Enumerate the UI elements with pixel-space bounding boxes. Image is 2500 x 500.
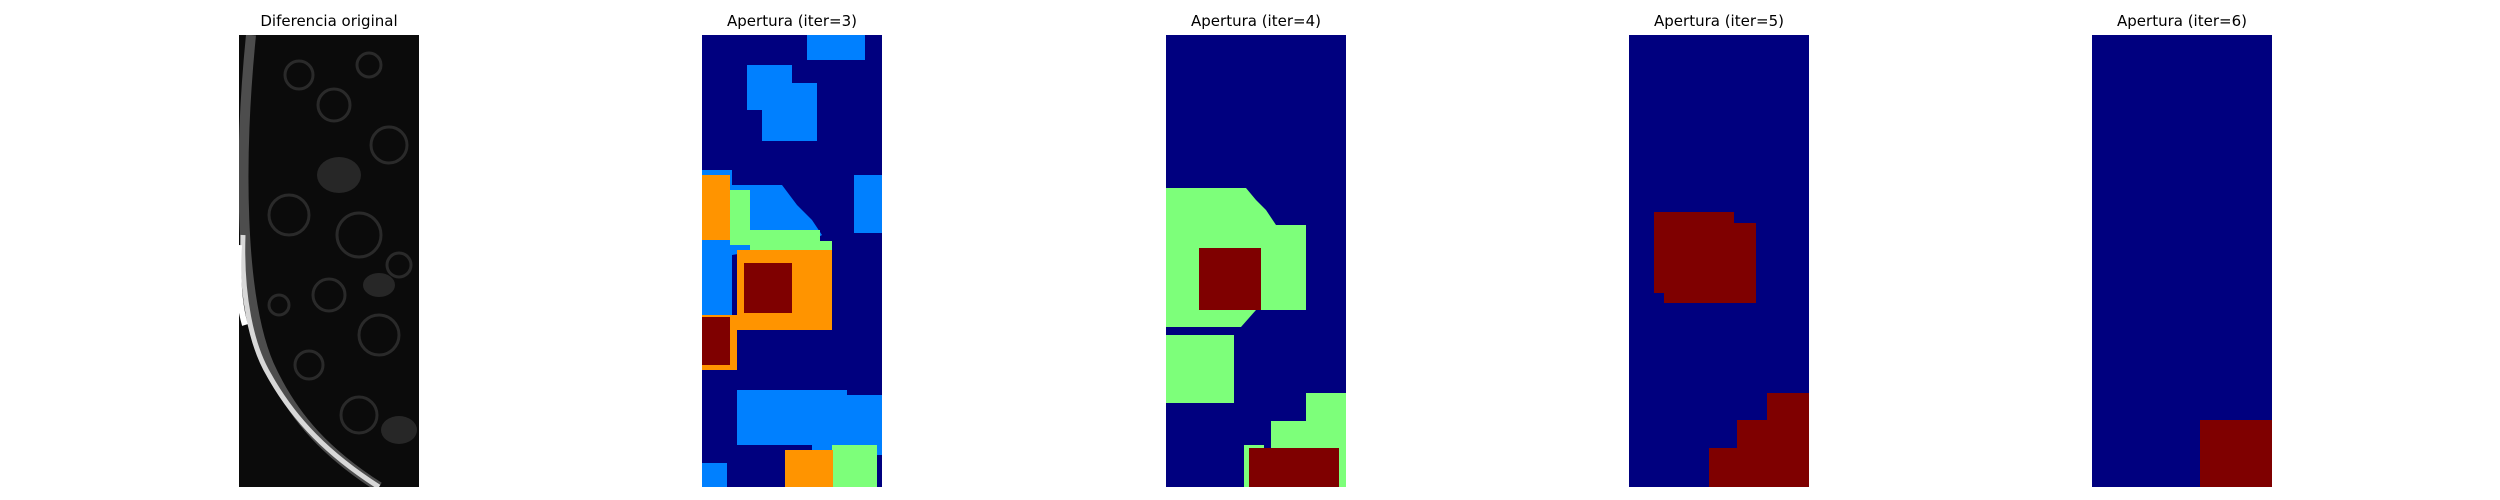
panel-title: Diferencia original bbox=[260, 12, 398, 30]
panel-title: Apertura (iter=4) bbox=[1191, 12, 1321, 30]
panel-opening-iter-4: Apertura (iter=4) bbox=[1166, 0, 1346, 500]
label-map-image bbox=[1629, 35, 1809, 487]
panel-title: Apertura (iter=6) bbox=[2117, 12, 2247, 30]
label-map-image bbox=[2092, 35, 2272, 487]
panel-opening-iter-6: Apertura (iter=6) bbox=[2092, 0, 2272, 500]
panel-original-difference: Diferencia original bbox=[239, 0, 419, 500]
label-map-image bbox=[702, 35, 882, 487]
panel-opening-iter-3: Apertura (iter=3) bbox=[702, 0, 882, 500]
label-map-image bbox=[1166, 35, 1346, 487]
grayscale-image bbox=[239, 35, 419, 487]
panel-title: Apertura (iter=5) bbox=[1654, 12, 1784, 30]
panel-opening-iter-5: Apertura (iter=5) bbox=[1629, 0, 1809, 500]
panel-title: Apertura (iter=3) bbox=[727, 12, 857, 30]
